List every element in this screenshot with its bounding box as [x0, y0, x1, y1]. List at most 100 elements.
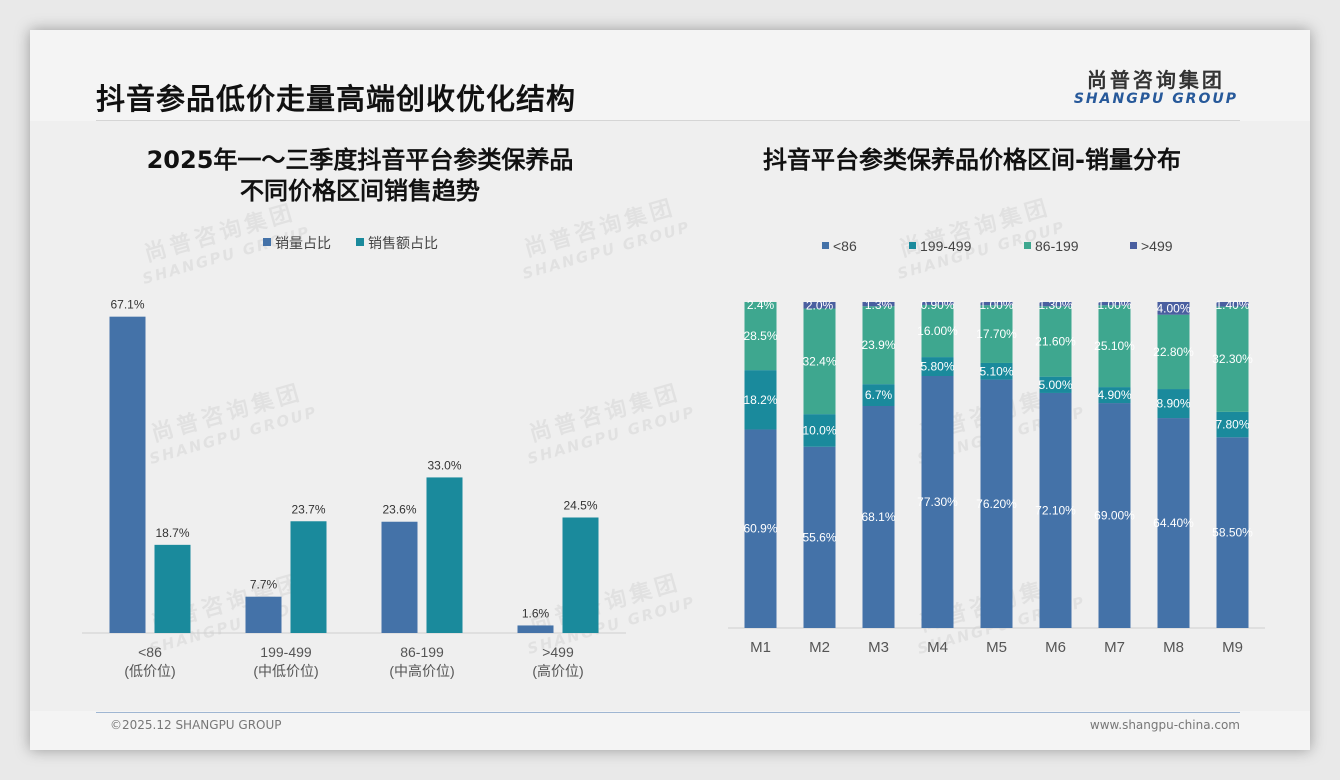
segment-label-2-5: 21.60%	[1035, 334, 1076, 348]
stack-segment-2-4	[980, 305, 1013, 363]
x-tick-label-1: M2	[809, 639, 830, 656]
data-label-1-2: 33.0%	[427, 458, 461, 472]
segment-label-3-2: 1.3%	[865, 298, 893, 312]
content-background	[30, 121, 1310, 711]
legend-swatch-2	[1024, 242, 1031, 249]
segment-label-2-4: 17.70%	[976, 327, 1017, 341]
segment-label-1-1: 10.0%	[802, 423, 836, 437]
x-tick-label-2: M3	[868, 639, 889, 656]
bar-1-0	[154, 544, 191, 633]
stack-segment-1-5	[1039, 376, 1072, 393]
stack-segment-0-1	[803, 446, 836, 628]
data-label-0-0: 67.1%	[110, 298, 144, 312]
logo-english-text: SHANGPU GROUP	[1073, 91, 1238, 107]
segment-label-1-2: 6.7%	[865, 388, 893, 402]
stack-segment-1-1	[803, 414, 836, 447]
footer-divider	[96, 712, 1240, 713]
legend-swatch-0	[263, 238, 271, 246]
stack-segment-3-1	[803, 302, 836, 309]
x-tick-label-3: M4	[927, 639, 948, 656]
segment-label-3-0: 2.4%	[747, 298, 775, 312]
stack-segment-2-0	[744, 302, 777, 371]
x-tick-label-0: <86	[138, 644, 162, 660]
bar-1-2	[426, 477, 463, 633]
segment-label-2-6: 25.10%	[1094, 339, 1135, 353]
stack-segment-1-2	[862, 384, 895, 406]
x-tick-label-5: M6	[1045, 639, 1066, 656]
segment-label-0-8: 58.50%	[1212, 526, 1253, 540]
segment-label-0-6: 69.00%	[1094, 509, 1135, 523]
stack-segment-1-4	[980, 362, 1013, 380]
legend-label-1: 199-499	[920, 238, 972, 254]
segment-label-0-0: 60.9%	[743, 522, 777, 536]
bar-1-3	[562, 517, 599, 633]
segment-label-2-0: 28.5%	[743, 329, 777, 343]
segment-label-1-0: 18.2%	[743, 393, 777, 407]
stack-segment-1-8	[1216, 411, 1249, 438]
segment-label-1-8: 7.80%	[1215, 418, 1249, 432]
x-tick-sublabel-2: (中高价位)	[389, 663, 454, 679]
segment-label-3-4: 1.00%	[979, 298, 1013, 312]
data-label-1-3: 24.5%	[563, 499, 597, 513]
x-tick-label-6: M7	[1104, 639, 1125, 656]
stack-segment-3-4	[980, 302, 1013, 306]
segment-label-3-8: 1.40%	[1215, 298, 1249, 312]
x-tick-label-4: M5	[986, 639, 1007, 656]
x-tick-label-3: >499	[542, 644, 574, 660]
legend-swatch-1	[909, 242, 916, 249]
data-label-0-2: 23.6%	[382, 503, 416, 517]
segment-label-0-1: 55.6%	[802, 530, 836, 544]
x-tick-label-8: M9	[1222, 639, 1243, 656]
page-title: 抖音参品低价走量高端创收优化结构	[96, 82, 577, 116]
stack-segment-3-3	[921, 302, 954, 305]
legend-label-2: 86-199	[1035, 238, 1079, 254]
x-tick-label-7: M8	[1163, 639, 1184, 656]
logo-chinese-text: 尚普咨询集团	[1086, 68, 1225, 92]
data-label-1-1: 23.7%	[291, 502, 325, 516]
stack-segment-2-3	[921, 304, 954, 358]
bar-0-1	[245, 596, 282, 633]
legend-label-0: <86	[833, 238, 857, 254]
segment-label-0-7: 64.40%	[1153, 516, 1194, 530]
legend-label-0: 销量占比	[275, 235, 331, 251]
x-tick-sublabel-0: (低价位)	[124, 663, 175, 679]
segment-label-0-3: 77.30%	[917, 495, 958, 509]
segment-label-1-5: 5.00%	[1038, 378, 1072, 392]
legend-label-3: >499	[1141, 238, 1173, 254]
right-stacked-bar-chart: <86 199-499 86-199 >499 60.9% 18.2% 28.5% 2.4% M…	[728, 238, 1265, 656]
stack-segment-0-8	[1216, 437, 1249, 628]
left-chart-title-line1: 2025年一～三季度抖音平台参类保养品	[146, 146, 574, 174]
stack-segment-0-6	[1098, 403, 1131, 628]
left-chart-title: 2025年一～三季度抖音平台参类保养品 不同价格区间销售趋势	[110, 145, 610, 207]
segment-label-0-4: 76.20%	[976, 497, 1017, 511]
stack-segment-3-5	[1039, 302, 1072, 307]
stack-segment-1-0	[744, 370, 777, 430]
legend-label-1: 销售额占比	[368, 235, 438, 251]
stack-segment-0-5	[1039, 392, 1072, 628]
bar-0-2	[381, 521, 418, 633]
stack-segment-2-2	[862, 306, 895, 385]
stack-segment-3-2	[862, 302, 895, 307]
segment-label-1-7: 8.90%	[1156, 397, 1190, 411]
segment-label-2-3: 16.00%	[917, 324, 958, 338]
data-label-1-0: 18.7%	[155, 526, 189, 540]
bar-0-0	[109, 316, 146, 633]
stack-segment-0-7	[1157, 418, 1190, 628]
data-label-0-3: 1.6%	[522, 606, 550, 620]
x-tick-sublabel-3: (高价位)	[532, 663, 583, 679]
x-tick-label-1: 199-499	[260, 644, 312, 660]
header-divider	[96, 120, 1240, 121]
stack-segment-2-5	[1039, 306, 1072, 377]
segment-label-2-1: 32.4%	[802, 354, 836, 368]
company-logo: 尚普咨询集团 SHANGPU GROUP	[1074, 64, 1238, 107]
stack-segment-2-8	[1216, 306, 1249, 412]
stack-segment-1-3	[921, 357, 954, 377]
stack-segment-2-6	[1098, 305, 1131, 388]
segment-label-1-3: 5.80%	[920, 360, 954, 374]
segment-label-3-5: 1.30%	[1038, 298, 1072, 312]
segment-label-2-7: 22.80%	[1153, 345, 1194, 359]
stack-segment-1-7	[1157, 389, 1190, 419]
stack-segment-3-7	[1157, 302, 1190, 315]
segment-label-3-3: 0.90%	[920, 298, 954, 312]
